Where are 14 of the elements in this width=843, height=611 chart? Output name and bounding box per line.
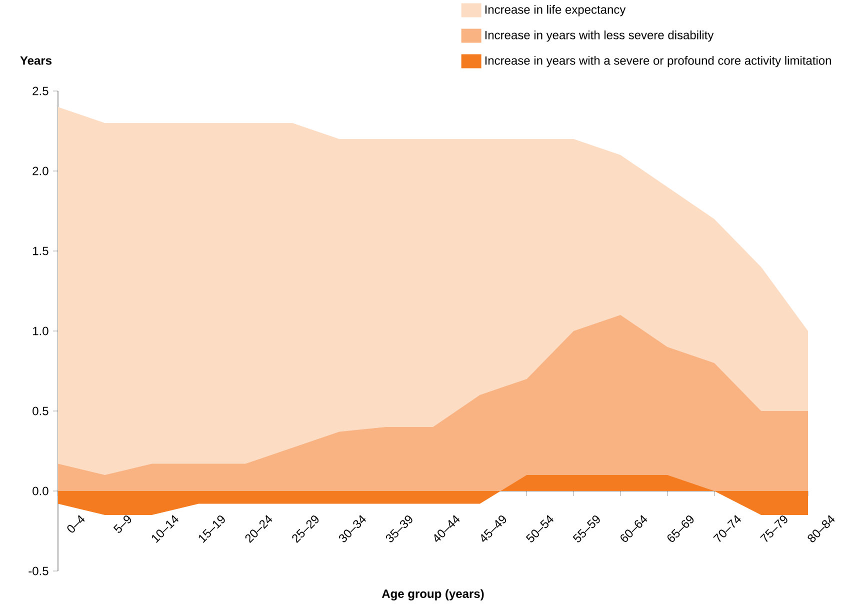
x-tick-label: 5–9 (113, 516, 132, 533)
y-tick-label: 2.0 (32, 166, 48, 176)
x-axis-title: Age group (years) (382, 589, 484, 600)
y-tick-label: 0.0 (32, 486, 48, 496)
y-tick-label: 1.0 (33, 326, 48, 336)
y-tick-label: -0.5 (28, 566, 48, 576)
legend-label: Increase in life expectancy (485, 5, 626, 16)
legend-label: Increase in years with a severe or profound core activity limitation (485, 56, 831, 68)
y-tick-label: 1.5 (33, 246, 48, 256)
legend-label: Increase in years with less severe disability (485, 30, 714, 42)
y-tick-label: 0.5 (32, 406, 48, 416)
x-tick-label: 0–4 (67, 515, 85, 533)
y-axis-title: Years (20, 56, 52, 65)
y-tick-label: 2.5 (32, 86, 48, 96)
